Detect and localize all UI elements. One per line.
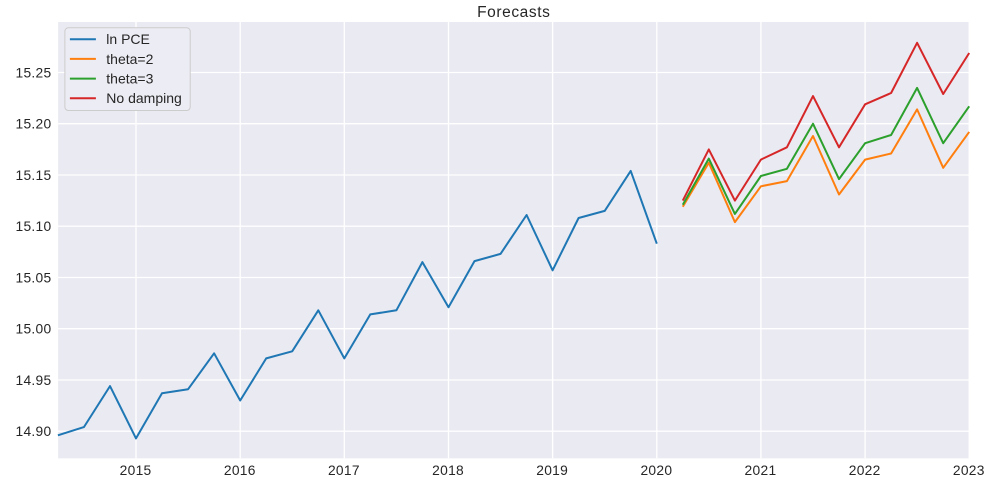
- svg-text:15.25: 15.25: [15, 65, 51, 80]
- svg-text:15.00: 15.00: [15, 322, 51, 337]
- svg-text:theta=3: theta=3: [106, 71, 153, 87]
- svg-text:2023: 2023: [953, 463, 985, 478]
- svg-text:2018: 2018: [432, 463, 464, 478]
- svg-text:2016: 2016: [224, 463, 256, 478]
- svg-text:2015: 2015: [120, 463, 152, 478]
- svg-text:Forecasts: Forecasts: [477, 4, 550, 21]
- svg-text:2021: 2021: [745, 463, 777, 478]
- svg-text:2017: 2017: [328, 463, 360, 478]
- svg-text:No damping: No damping: [106, 90, 182, 106]
- svg-text:15.05: 15.05: [15, 270, 51, 285]
- svg-text:14.90: 14.90: [15, 424, 51, 439]
- svg-text:theta=2: theta=2: [106, 51, 153, 67]
- svg-text:2019: 2019: [536, 463, 568, 478]
- svg-text:15.20: 15.20: [15, 117, 51, 132]
- svg-text:15.10: 15.10: [15, 219, 51, 234]
- svg-text:ln PCE: ln PCE: [106, 31, 150, 47]
- svg-text:2022: 2022: [849, 463, 881, 478]
- svg-text:2020: 2020: [640, 463, 672, 478]
- svg-text:14.95: 14.95: [15, 373, 51, 388]
- svg-text:15.15: 15.15: [15, 168, 51, 183]
